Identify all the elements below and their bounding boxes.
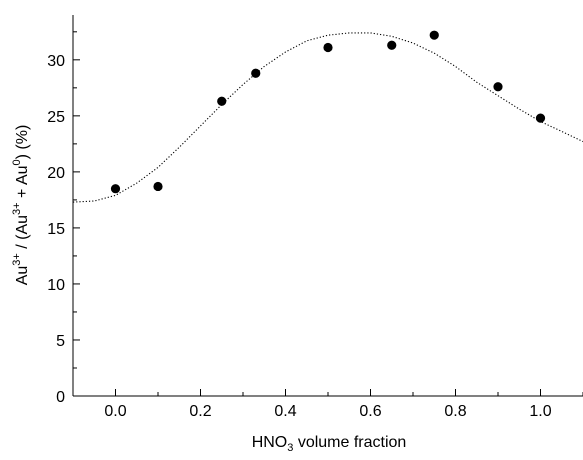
- y-label-text: Au: [14, 266, 31, 286]
- data-point: [493, 82, 503, 92]
- x-tick-label: 0.8: [444, 403, 466, 420]
- x-axis-label: HNO3 volume fraction: [252, 434, 407, 454]
- x-label-subscript: 3: [287, 442, 293, 454]
- x-label-rest: volume fraction: [293, 434, 406, 451]
- y-tick-label: 30: [47, 53, 65, 70]
- y-label-text: + Au: [14, 165, 31, 202]
- y-axis-label: Au3+ / (Au3+ + Au0) (%): [11, 125, 31, 286]
- y-tick-label: 20: [47, 165, 65, 182]
- y-label-text: / (Au: [14, 215, 31, 253]
- data-point: [535, 113, 546, 123]
- y-tick-label: 15: [47, 221, 65, 238]
- data-point: [429, 30, 439, 40]
- data-point: [110, 184, 121, 194]
- x-tick-label: 1.0: [529, 403, 551, 420]
- x-label-base: HNO: [252, 434, 288, 451]
- y-tick-label: 10: [47, 277, 65, 294]
- y-label-superscript: 0: [11, 159, 23, 165]
- x-tick-label: 0.4: [274, 403, 296, 420]
- data-point: [217, 96, 227, 106]
- y-label-superscript: 3+: [11, 253, 23, 266]
- x-tick-label: 0.0: [104, 403, 126, 420]
- axes: [72, 15, 583, 397]
- x-tick-label: 0.2: [189, 403, 211, 420]
- data-point: [387, 40, 397, 50]
- y-tick-label: 25: [47, 109, 65, 126]
- y-tick-label: 0: [56, 389, 65, 406]
- x-ticks: 0.0 0.2 0.4 0.6 0.8 1.0: [72, 389, 583, 420]
- data-point: [251, 68, 261, 78]
- x-tick-label: 0.6: [359, 403, 381, 420]
- plot-area: [72, 30, 583, 203]
- y-label-text: ) (%): [14, 125, 31, 160]
- y-label-superscript: 3+: [11, 202, 23, 215]
- y-ticks: 0 5 10 15 20 25 30: [47, 31, 80, 406]
- data-point: [323, 42, 333, 53]
- y-tick-label: 5: [56, 333, 65, 350]
- fit-curve: [72, 32, 583, 203]
- data-point: [153, 181, 163, 192]
